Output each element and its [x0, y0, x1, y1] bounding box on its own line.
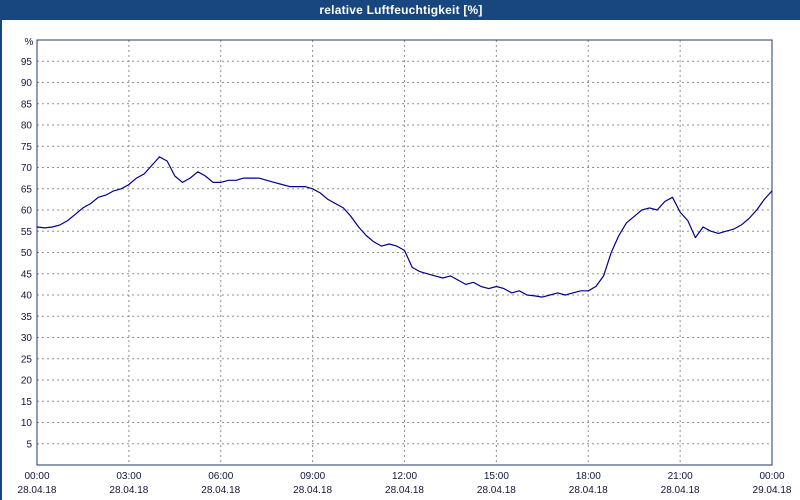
chart-title: relative Luftfeuchtigkeit [%]	[319, 3, 483, 17]
x-tick-time-label: 12:00	[392, 471, 417, 482]
y-tick-label: 20	[21, 376, 33, 387]
y-tick-label: 85	[21, 99, 33, 110]
x-tick-time-label: 21:00	[668, 471, 693, 482]
y-tick-label: 60	[21, 206, 33, 217]
y-tick-label: 70	[21, 163, 33, 174]
x-tick-time-label: 09:00	[300, 471, 325, 482]
x-tick-date-label: 28.04.18	[569, 485, 608, 496]
y-tick-label: 95	[21, 57, 33, 68]
x-tick-date-label: 28.04.18	[293, 485, 332, 496]
x-tick-time-label: 15:00	[484, 471, 509, 482]
y-tick-label: 45	[21, 269, 33, 280]
y-tick-label: 5	[26, 439, 32, 450]
x-tick-time-label: 18:00	[576, 471, 601, 482]
y-tick-label: 65	[21, 184, 33, 195]
y-axis-labels: 5 10 15 20 25 30 35 40 45 50 55 60 65 70 75 80 85 90 95	[21, 57, 33, 451]
x-tick-date-label: 28.04.18	[661, 485, 700, 496]
y-axis-unit-label: %	[25, 37, 34, 48]
x-tick-time-label: 00:00	[759, 471, 784, 482]
x-tick-date-label: 28.04.18	[18, 485, 57, 496]
y-tick-label: 75	[21, 142, 33, 153]
gridlines	[37, 40, 772, 465]
y-tick-label: 90	[21, 78, 33, 89]
x-axis-labels: 00:00 28.04.18 03:00 28.04.18 06:00 28.04.18 0…	[18, 471, 792, 496]
chart-area: 5 10 15 20 25 30 35 40 45 50 55 60 65 70 75 80 85 90 95% 00…	[2, 20, 800, 500]
x-tick-time-label: 06:00	[208, 471, 233, 482]
x-tick-time-label: 03:00	[116, 471, 141, 482]
y-tick-label: 40	[21, 291, 33, 302]
y-tick-label: 35	[21, 312, 33, 323]
y-tick-label: 80	[21, 121, 33, 132]
title-bar: relative Luftfeuchtigkeit [%]	[2, 0, 800, 20]
y-tick-label: 15	[21, 397, 33, 408]
humidity-line	[36, 156, 773, 298]
x-tick-time-label: 00:00	[24, 471, 49, 482]
y-tick-label: 55	[21, 227, 33, 238]
x-tick-date-label: 28.04.18	[201, 485, 240, 496]
y-tick-label: 30	[21, 333, 33, 344]
y-tick-label: 25	[21, 354, 33, 365]
humidity-chart: 5 10 15 20 25 30 35 40 45 50 55 60 65 70 75 80 85 90 95% 00…	[18, 37, 792, 496]
x-tick-date-label: 28.04.18	[477, 485, 516, 496]
x-tick-date-label: 28.04.18	[109, 485, 148, 496]
x-tick-date-label: 28.04.18	[385, 485, 424, 496]
plot-frame	[36, 39, 773, 466]
y-tick-label: 10	[21, 418, 33, 429]
y-tick-label: 50	[21, 248, 33, 259]
x-tick-date-label: 29.04.18	[753, 485, 792, 496]
